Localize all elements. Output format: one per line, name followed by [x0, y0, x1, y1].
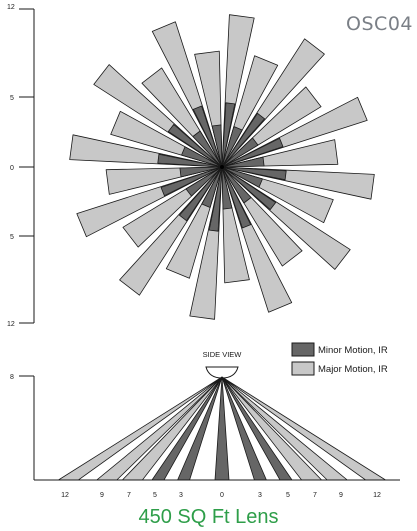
minor-motion-ray [221, 166, 287, 181]
x-tick-center-0: 0 [220, 492, 224, 499]
x-tick-left-7: 7 [127, 492, 131, 499]
minor-motion-ray [179, 166, 223, 178]
side-view-axis [19, 375, 35, 480]
side-major-wedges [57, 376, 387, 481]
y-tick-bottom-12: 12 [7, 321, 15, 328]
minor-motion-ray [221, 137, 284, 168]
legend-label-minor: Minor Motion, IR [318, 345, 388, 356]
y-tick-top-5: 5 [10, 95, 14, 102]
minor-motion-rays [157, 102, 287, 232]
minor-motion-ray [221, 102, 236, 168]
side-view-label: SIDE VIEW [203, 350, 243, 359]
minor-motion-ray [192, 130, 223, 168]
model-label: OSC04 [346, 13, 413, 35]
x-tick-right-3: 3 [258, 492, 262, 499]
x-tick-left-5: 5 [153, 492, 157, 499]
x-tick-right-5: 5 [286, 492, 290, 499]
legend-swatch-major [291, 361, 315, 376]
y-tick-top-0: 0 [10, 165, 14, 172]
top-view-axis [19, 8, 35, 324]
x-tick-left-3: 3 [179, 492, 183, 499]
y-tick-side-8: 8 [10, 374, 14, 381]
minor-motion-ray [211, 124, 223, 168]
minor-motion-ray [208, 166, 223, 232]
minor-motion-ray [221, 112, 266, 168]
minor-motion-ray [221, 137, 259, 168]
y-tick-top-12: 12 [7, 4, 15, 11]
minor-motion-ray [221, 126, 243, 168]
lens-caption: 450 SQ Ft Lens [138, 506, 279, 528]
side-minor-wedges [151, 376, 293, 481]
legend: Minor Motion, IR Major Motion, IR [291, 342, 388, 376]
minor-motion-ray [221, 166, 252, 229]
minor-motion-ray [181, 146, 223, 168]
sensor-dome-icon [205, 366, 239, 379]
minor-motion-ray [192, 105, 223, 168]
minor-motion-ray [221, 166, 233, 210]
minor-motion-ray [221, 166, 263, 188]
x-tick-right-9: 9 [339, 492, 343, 499]
minor-motion-ray [221, 166, 252, 204]
minor-motion-ray [178, 166, 223, 222]
minor-motion-ray [185, 166, 223, 197]
minor-motion-ray [167, 124, 223, 168]
sensor-center [220, 165, 224, 169]
x-tick-left-9: 9 [100, 492, 104, 499]
minor-motion-ray [221, 166, 277, 211]
x-tick-left-12: 12 [61, 492, 69, 499]
minor-motion-ray [157, 153, 223, 168]
minor-motion-ray [201, 166, 223, 208]
x-tick-right-12: 12 [373, 492, 381, 499]
legend-swatch-minor [291, 342, 315, 357]
legend-label-major: Major Motion, IR [318, 364, 388, 375]
minor-motion-ray [160, 166, 223, 197]
x-tick-right-7: 7 [313, 492, 317, 499]
minor-motion-ray [221, 156, 265, 168]
y-tick-bottom-5: 5 [10, 234, 14, 241]
